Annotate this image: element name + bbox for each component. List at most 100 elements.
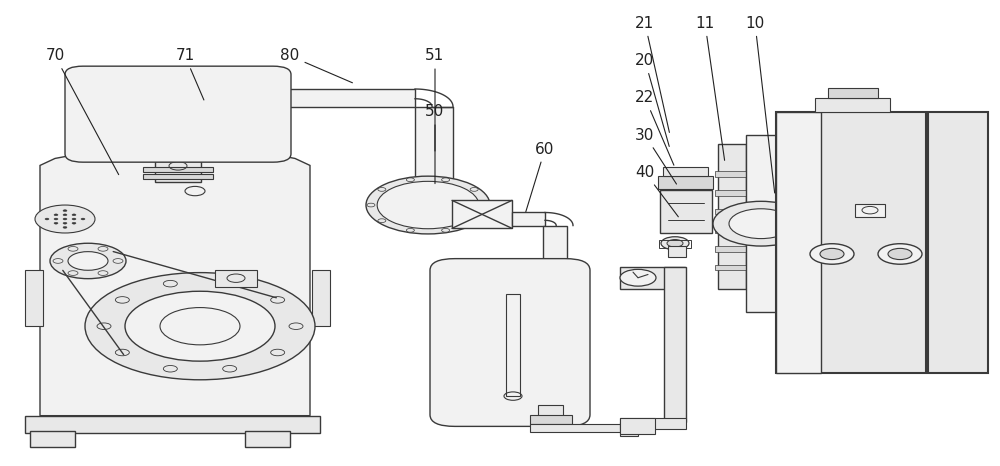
Bar: [746, 135, 776, 312]
Text: 70: 70: [45, 48, 119, 175]
Bar: [533, 264, 577, 273]
Circle shape: [271, 297, 285, 303]
Circle shape: [367, 203, 375, 207]
Bar: [245, 431, 290, 447]
Circle shape: [661, 237, 689, 250]
Circle shape: [45, 218, 49, 220]
Bar: [30, 431, 75, 447]
Circle shape: [729, 209, 793, 239]
Circle shape: [68, 252, 108, 270]
Bar: [143, 167, 213, 172]
Bar: [530, 415, 572, 424]
Circle shape: [481, 203, 489, 207]
Circle shape: [63, 222, 67, 224]
Circle shape: [68, 271, 78, 275]
Circle shape: [163, 281, 177, 287]
Bar: [155, 161, 201, 182]
Bar: [715, 265, 749, 270]
Bar: [658, 176, 713, 189]
Circle shape: [98, 271, 108, 275]
Bar: [715, 227, 749, 233]
Circle shape: [85, 273, 315, 380]
Circle shape: [271, 349, 285, 356]
Bar: [415, 107, 453, 224]
Circle shape: [115, 297, 129, 303]
Bar: [715, 190, 749, 196]
Circle shape: [378, 219, 386, 223]
Circle shape: [470, 219, 478, 223]
Circle shape: [442, 228, 450, 232]
Circle shape: [63, 218, 67, 220]
Circle shape: [115, 349, 129, 356]
Circle shape: [223, 365, 237, 372]
Bar: [543, 226, 567, 266]
Bar: [530, 424, 625, 432]
FancyBboxPatch shape: [65, 66, 291, 162]
Bar: [215, 270, 257, 287]
Bar: [776, 112, 821, 373]
Bar: [664, 267, 686, 422]
Bar: [620, 267, 685, 289]
Text: 30: 30: [635, 128, 676, 184]
Bar: [538, 271, 572, 278]
Bar: [718, 144, 746, 289]
Circle shape: [72, 218, 76, 220]
Circle shape: [378, 187, 386, 191]
Circle shape: [667, 240, 683, 247]
Bar: [312, 270, 330, 326]
Bar: [855, 204, 885, 217]
Circle shape: [72, 214, 76, 216]
Circle shape: [98, 247, 108, 251]
Circle shape: [125, 291, 275, 361]
FancyBboxPatch shape: [430, 259, 590, 426]
Circle shape: [81, 218, 85, 220]
Bar: [512, 212, 545, 226]
Bar: [776, 112, 926, 373]
Bar: [538, 405, 563, 416]
Text: 50: 50: [425, 104, 445, 184]
Bar: [659, 240, 691, 248]
Circle shape: [35, 205, 95, 233]
Bar: [660, 190, 712, 233]
Circle shape: [888, 248, 912, 260]
Text: 10: 10: [745, 16, 775, 193]
Circle shape: [820, 248, 844, 260]
Circle shape: [406, 228, 414, 232]
Bar: [506, 294, 520, 396]
Polygon shape: [40, 154, 310, 416]
Text: 51: 51: [425, 48, 445, 151]
Circle shape: [113, 259, 123, 263]
Circle shape: [54, 222, 58, 224]
Circle shape: [54, 218, 58, 220]
Bar: [268, 89, 415, 107]
Circle shape: [54, 214, 58, 216]
Circle shape: [97, 323, 111, 329]
Circle shape: [160, 308, 240, 345]
Bar: [815, 98, 890, 112]
Text: 11: 11: [695, 16, 725, 160]
Circle shape: [163, 365, 177, 372]
Circle shape: [878, 244, 922, 264]
Circle shape: [289, 323, 303, 329]
Text: 71: 71: [175, 48, 204, 100]
Circle shape: [470, 187, 478, 191]
Bar: [25, 270, 43, 326]
Circle shape: [620, 269, 656, 286]
Text: 60: 60: [526, 142, 555, 212]
Bar: [668, 246, 686, 257]
Circle shape: [366, 176, 490, 234]
Bar: [25, 416, 320, 433]
Circle shape: [810, 244, 854, 264]
Text: 20: 20: [635, 53, 669, 146]
Bar: [928, 112, 988, 373]
Circle shape: [68, 247, 78, 251]
Circle shape: [50, 243, 126, 279]
Bar: [715, 209, 749, 214]
Circle shape: [63, 214, 67, 216]
Bar: [452, 200, 512, 228]
Circle shape: [406, 178, 414, 182]
Circle shape: [223, 281, 237, 287]
Bar: [620, 418, 686, 429]
Text: 21: 21: [635, 16, 669, 132]
Text: 40: 40: [635, 165, 678, 217]
